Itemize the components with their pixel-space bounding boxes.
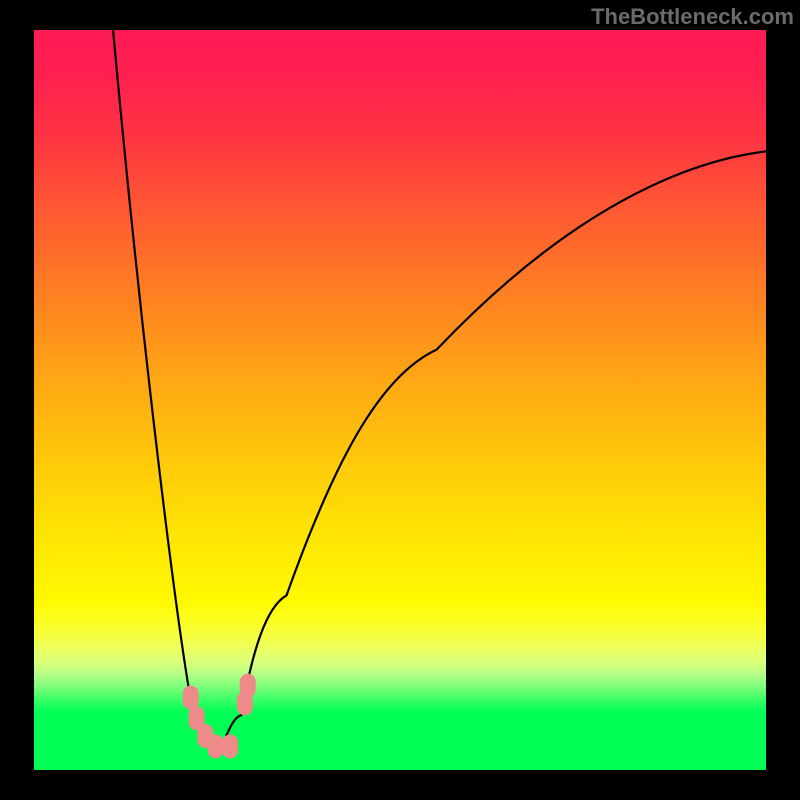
plot-area (34, 30, 766, 770)
watermark-text: TheBottleneck.com (591, 4, 794, 30)
chart-svg (34, 30, 766, 770)
chart-frame: TheBottleneck.com (0, 0, 800, 800)
marker-dot (240, 674, 256, 698)
marker-dot (208, 734, 224, 758)
marker-dot (183, 685, 199, 709)
marker-dot (222, 734, 238, 758)
